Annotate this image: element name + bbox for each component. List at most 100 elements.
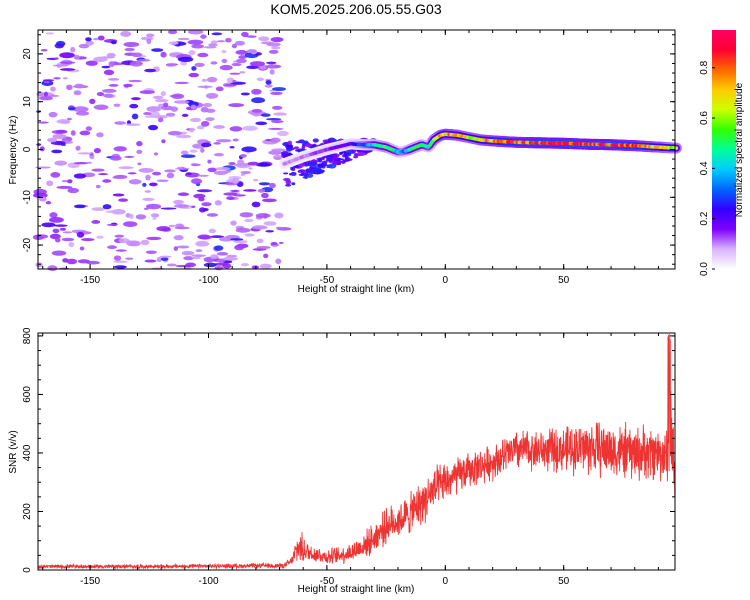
spectrogram-noise-blob — [265, 80, 272, 85]
spectrogram-noise-blob — [144, 259, 157, 263]
spectrogram-noise-blob — [272, 105, 283, 110]
spectrogram-noise-blob — [203, 46, 217, 49]
spectrogram-x-tick-label: -150 — [80, 275, 100, 286]
spectrogram-noise-blob — [59, 52, 75, 59]
spectrogram-noise-blob — [59, 61, 76, 64]
spectrogram-noise-blob — [191, 44, 205, 49]
spectrogram-noise-blob — [73, 204, 86, 209]
spectrogram-x-ticks: -150 -100 -50 0 50 — [42, 30, 659, 286]
colorbar-tick-label: 0.0 — [699, 262, 710, 276]
spectrogram-noise-blob — [181, 250, 195, 256]
spectrogram-noise-blob — [55, 129, 68, 134]
spectrogram-cloud-blob — [302, 176, 308, 179]
spectrogram-noise-blob — [124, 47, 135, 52]
spectrogram-noise-blob — [160, 105, 174, 111]
snr-x-tick-label: -50 — [320, 576, 335, 587]
spectrogram-noise-blob — [251, 201, 261, 208]
spectrogram-noise-blob — [107, 245, 117, 250]
spectrogram-noise-blob — [127, 172, 137, 175]
spectrogram-noise-blob — [125, 213, 131, 218]
spectrogram-noise-blob — [215, 139, 232, 143]
spectrogram-noise-blob — [53, 224, 68, 227]
spectrogram-noise-blob — [229, 126, 243, 132]
spectrogram-noise-blob — [210, 40, 219, 44]
spectrogram-noise-blob — [52, 133, 67, 140]
spectrogram-noise-blob — [124, 155, 135, 158]
spectrogram-noise-blob — [207, 167, 217, 173]
spectrogram-noise-blob — [160, 51, 167, 58]
spectrogram-noise-blob — [137, 162, 142, 166]
spectrogram-cloud-blob — [337, 162, 341, 166]
spectrogram-noise-blob — [258, 182, 271, 186]
spectrogram-noise-blob — [51, 250, 67, 256]
spectrogram-noise-blob — [112, 193, 125, 197]
spectrogram-noise-blob — [108, 61, 115, 68]
spectrogram-noise-blob — [145, 174, 151, 181]
spectrogram-noise-blob — [260, 113, 271, 117]
spectrogram-noise-blob — [270, 37, 284, 43]
spectrogram-noise-blob — [208, 43, 218, 47]
spectrogram-noise-blob — [76, 231, 85, 238]
spectrogram-noise-blob — [156, 179, 169, 182]
spectrogram-noise-blob — [101, 65, 111, 69]
spectrogram-noise-blob — [210, 235, 225, 239]
spectrogram-noise-blob — [271, 120, 284, 124]
spectrogram-noise-blob — [253, 178, 259, 182]
spectrogram-noise-blob — [153, 152, 159, 156]
spectrogram-noise-blob — [38, 96, 54, 101]
spectrogram-noise-blob — [128, 79, 143, 83]
spectrogram-noise-blob — [96, 91, 105, 97]
spectrogram-noise-blob — [226, 196, 235, 200]
spectrogram-cloud-blob — [330, 153, 340, 158]
snr-x-tick-label: 50 — [558, 576, 570, 587]
colorbar-ticks: 0.0 0.2 0.4 0.6 0.8 — [699, 60, 715, 276]
spectrogram-cloud-blob — [301, 144, 306, 150]
spectrogram-noise-blob — [131, 113, 139, 120]
spectrogram-noise-blob — [35, 262, 43, 268]
spectrogram-cloud-blob — [302, 141, 306, 144]
spectrogram-noise-blob — [167, 131, 182, 136]
spectrogram-noise-blob — [159, 255, 172, 258]
spectrogram-noise-blob — [146, 106, 162, 113]
spectrogram-noise-blob — [187, 39, 204, 45]
spectrogram-noise-blob — [263, 253, 269, 259]
spectrogram-noise-blob — [213, 125, 225, 130]
spectrogram-noise-blob — [67, 187, 79, 194]
spectrogram-noise-blob — [157, 117, 164, 123]
spectrogram-noise-blob — [53, 77, 61, 80]
spectrogram-x-label: Height of straight line (km) — [298, 284, 415, 295]
spectrogram-noise-blob — [102, 204, 112, 210]
spectrogram-cloud-blob — [288, 173, 293, 176]
spectrogram-noise-blob — [194, 62, 205, 68]
spectrogram-noise-blob — [190, 178, 203, 185]
spectrogram-noise-blob — [85, 37, 92, 42]
spectrogram-noise-blob — [234, 244, 245, 251]
spectrogram-noise-blob — [213, 153, 224, 157]
spectrogram-noise-blob — [135, 214, 147, 220]
spectrogram-noise-blob — [228, 161, 236, 166]
spectrogram-noise-blob — [206, 76, 218, 83]
snr-y-tick-label: 800 — [22, 327, 33, 344]
spectrogram-noise-blob — [48, 111, 58, 118]
spectrogram-noise-blob — [73, 90, 82, 96]
spectrogram-noise-blob — [54, 160, 68, 166]
spectrogram-noise-blob — [136, 140, 143, 147]
spectrogram-noise-blob — [170, 106, 179, 112]
spectrogram-noise-blob — [126, 240, 138, 247]
figure-title: KOM5.2025.206.05.55.G03 — [270, 1, 441, 17]
spectrogram-noise-blob — [180, 150, 189, 155]
spectrogram-cloud-blob — [297, 163, 306, 168]
spectrogram-noise-blob — [205, 117, 215, 121]
spectrogram-noise-blob — [189, 149, 198, 153]
spectrogram-noise-blob — [153, 95, 164, 100]
spectrogram-noise-blob — [144, 68, 157, 73]
spectrogram-noise-blob — [248, 167, 253, 170]
spectrogram-noise-blob — [50, 86, 56, 92]
spectrogram-noise-blob — [183, 256, 194, 261]
spectrogram-y-tick-label: 0 — [22, 146, 33, 152]
spectrogram-noise-blob — [222, 263, 232, 269]
spectrogram-noise-blob — [114, 234, 125, 238]
spectrogram-noise-blob — [176, 245, 190, 249]
spectrogram-noise-blob — [255, 162, 271, 167]
spectrogram-y-ticks: -20 -10 0 10 20 — [22, 34, 675, 265]
